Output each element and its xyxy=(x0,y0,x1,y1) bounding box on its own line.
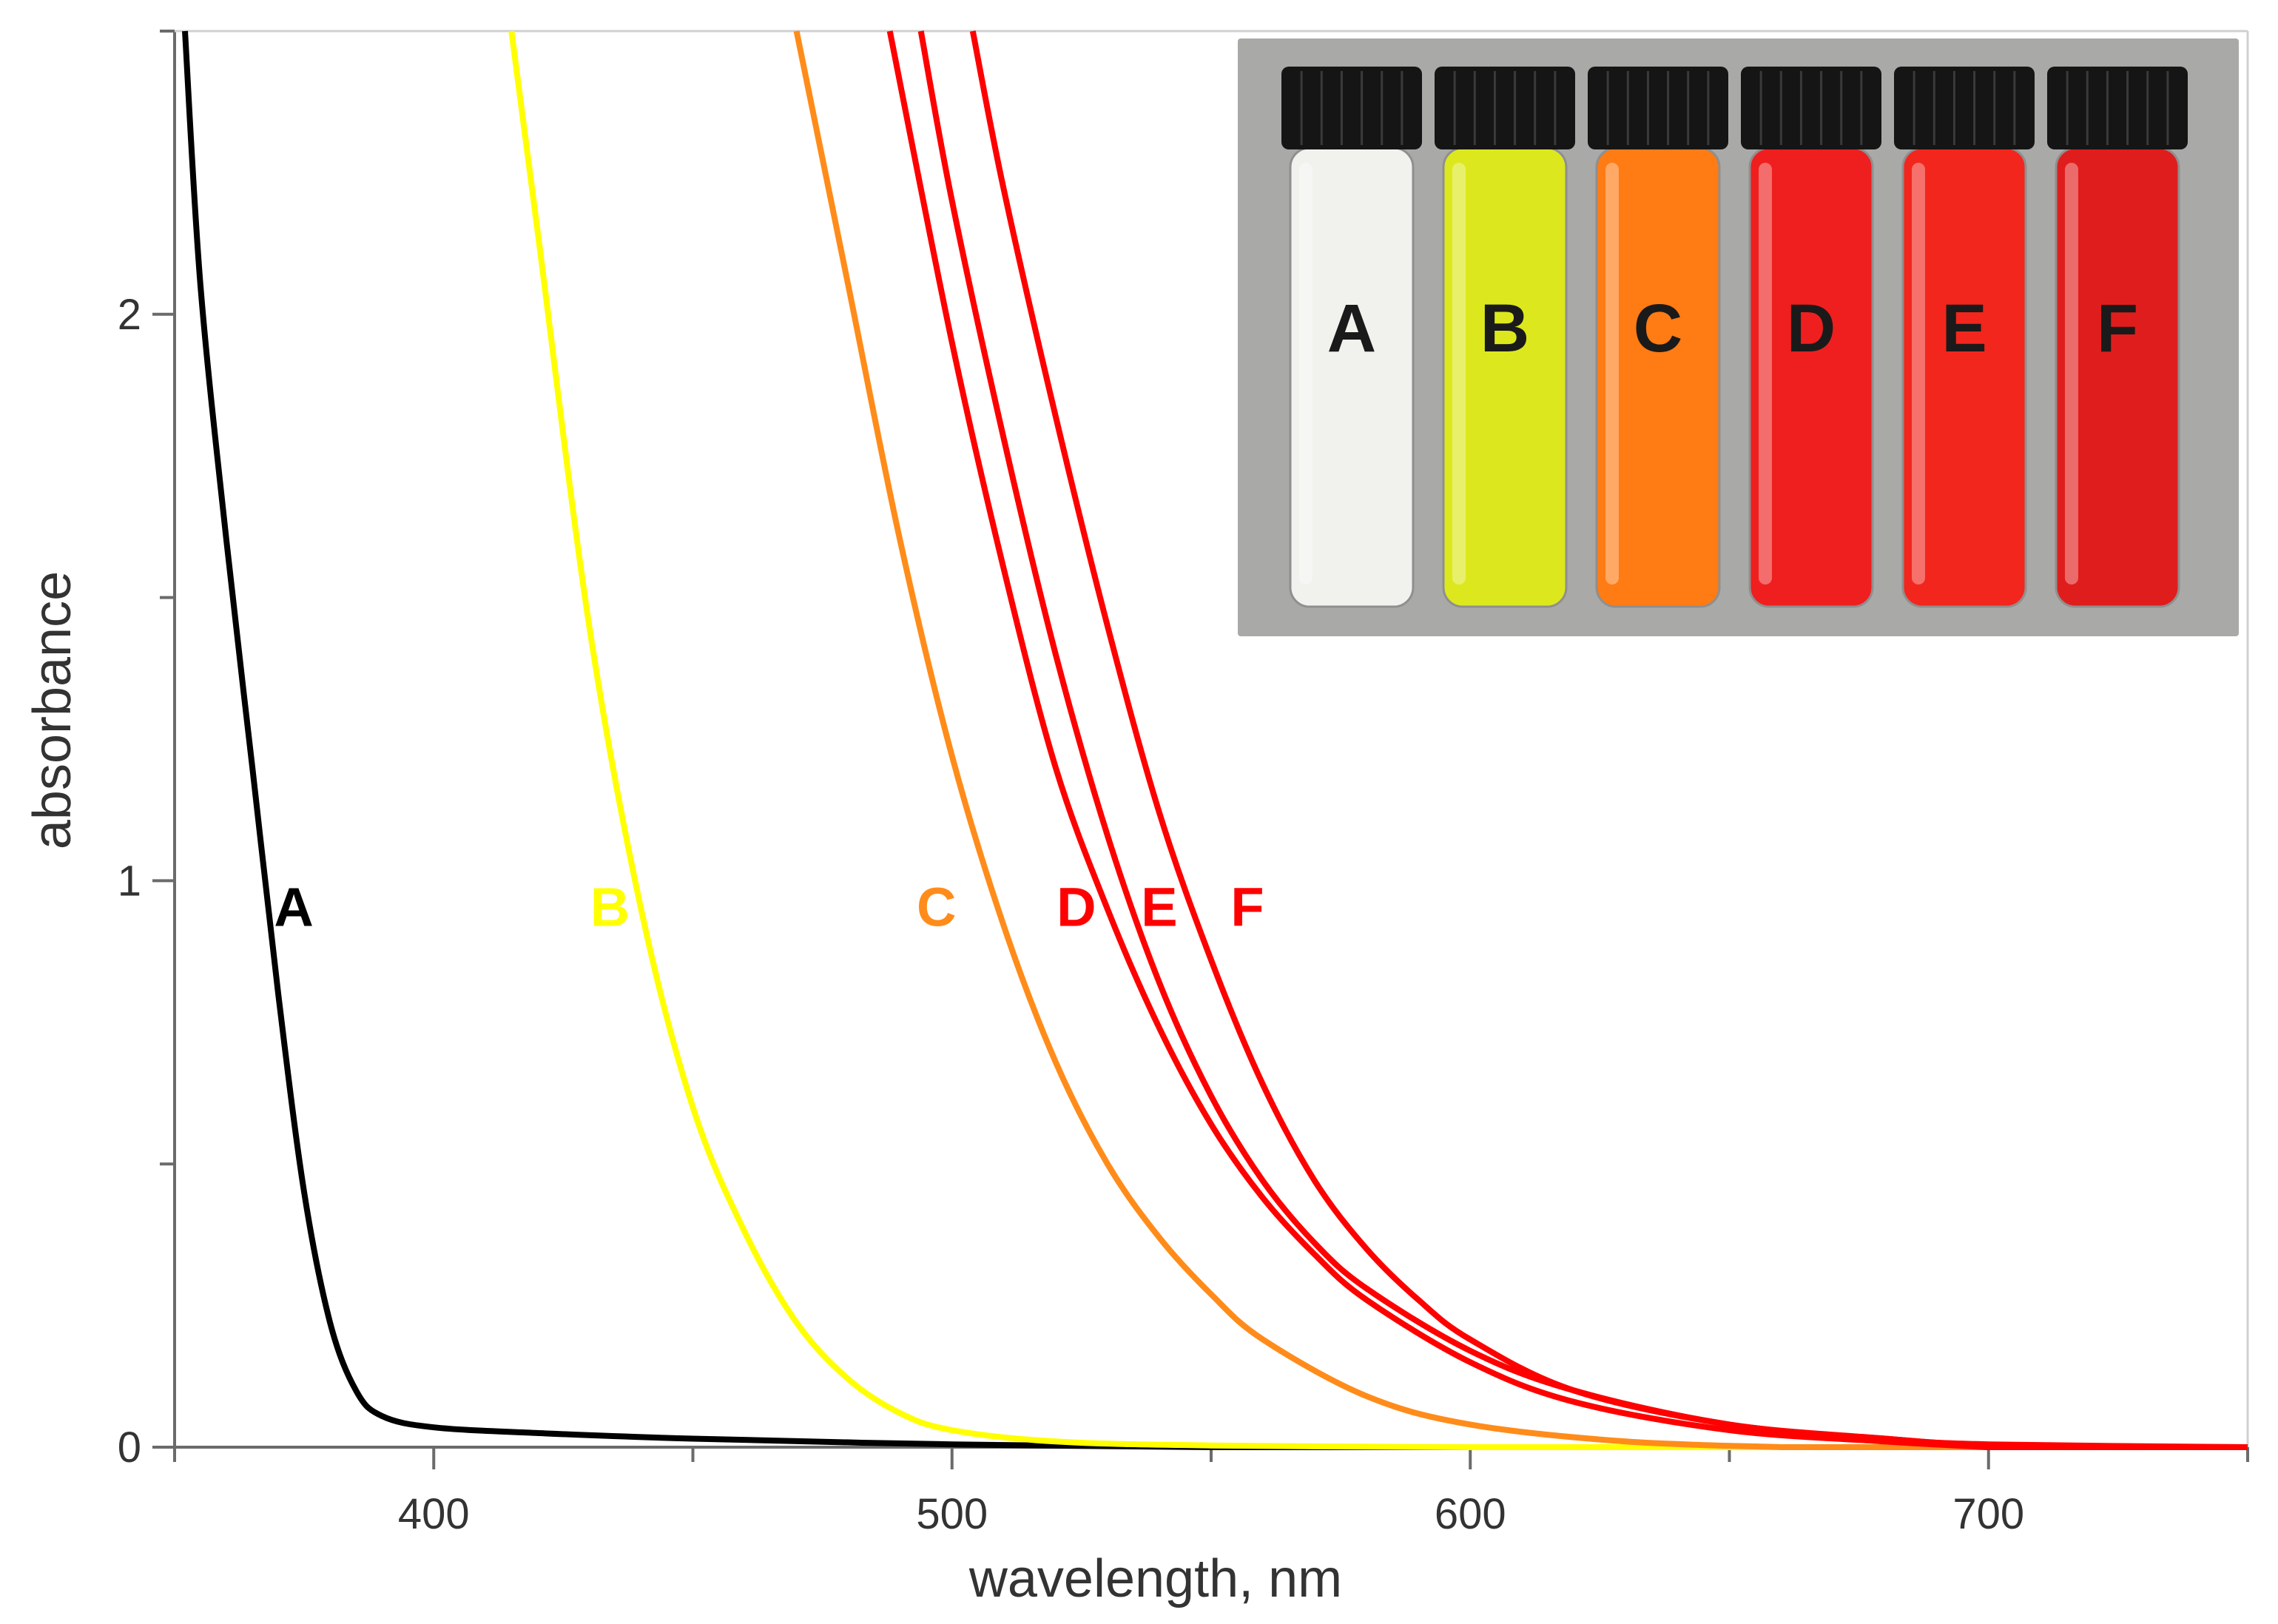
vial-c: C xyxy=(1588,67,1728,608)
x-tick-label: 700 xyxy=(1952,1490,2024,1538)
vial-glare xyxy=(1605,163,1619,584)
y-axis-title: absorbance xyxy=(23,571,82,849)
x-axis-title: wavelength, nm xyxy=(968,1549,1342,1608)
vial-glare xyxy=(1452,163,1466,584)
vial-letter: E xyxy=(1941,291,1986,366)
x-ticks: 400 500 600 700 xyxy=(173,1447,2249,1538)
vial-glare xyxy=(1912,163,1925,584)
vial-letter: D xyxy=(1787,291,1836,366)
vial-letter: B xyxy=(1480,291,1529,366)
vial-glare xyxy=(2065,163,2078,584)
vial-cap xyxy=(1741,67,1881,149)
series-label-f: F xyxy=(1230,877,1264,938)
x-tick-label: 600 xyxy=(1435,1490,1506,1538)
series-label-b: B xyxy=(590,877,630,938)
series-label-a: A xyxy=(274,877,313,938)
series-layer xyxy=(182,30,2248,1450)
y-tick-label: 0 xyxy=(118,1423,141,1472)
series-line-b xyxy=(508,30,2248,1450)
vials-photo-inset: A B C D E F xyxy=(1238,38,2239,636)
vial-glare xyxy=(1299,163,1312,584)
series-line-f xyxy=(969,30,2248,1450)
x-tick-label: 500 xyxy=(916,1490,988,1538)
vial-cap xyxy=(1281,67,1422,149)
vial-letter: A xyxy=(1327,291,1376,366)
axes: 400 500 600 700 0 1 2 xyxy=(118,30,2249,1538)
vial-cap xyxy=(1435,67,1575,149)
vial-glare xyxy=(1759,163,1772,584)
vial-letter: C xyxy=(1634,291,1682,366)
y-tick-label: 1 xyxy=(118,857,141,905)
vials: A B C D E F xyxy=(1281,67,2188,608)
vial-b: B xyxy=(1435,67,1575,608)
vial-f: F xyxy=(2047,67,2188,608)
vial-letter: F xyxy=(2097,291,2138,366)
series-line-a xyxy=(182,30,2248,1450)
vial-d: D xyxy=(1741,67,1881,608)
vial-a: A xyxy=(1281,67,1422,608)
series-line-c xyxy=(793,30,2248,1450)
series-label-c: C xyxy=(917,877,956,938)
y-tick-label: 2 xyxy=(118,291,141,339)
y-ticks: 0 1 2 xyxy=(118,30,175,1472)
x-tick-label: 400 xyxy=(398,1490,470,1538)
vial-e: E xyxy=(1894,67,2035,608)
series-label-d: D xyxy=(1057,877,1096,938)
vial-cap xyxy=(1894,67,2035,149)
series-label-e: E xyxy=(1141,877,1177,938)
series-line-d xyxy=(886,30,2248,1450)
vial-cap xyxy=(1588,67,1728,149)
vial-cap xyxy=(2047,67,2188,149)
